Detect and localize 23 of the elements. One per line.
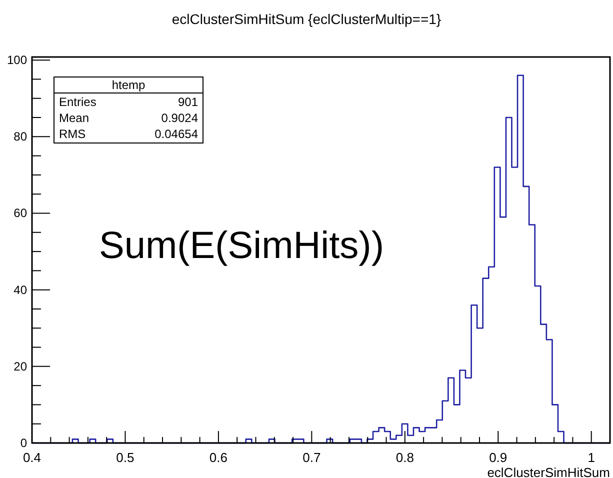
annotation: htemp	[112, 78, 146, 92]
annotation: Sum(E(SimHits))	[99, 225, 384, 267]
x-tick-label: 0.9	[489, 450, 508, 465]
annotation: Mean	[59, 111, 90, 125]
x-axis-title: eclClusterSimHitSum	[487, 465, 610, 478]
y-tick-label: 60	[14, 206, 28, 220]
x-tick-label: 0.7	[302, 450, 321, 465]
y-tick-label: 0	[20, 436, 28, 450]
y-tick-label: 80	[14, 130, 28, 144]
annotation: 0.04654	[154, 127, 198, 141]
annotation: Entries	[59, 95, 96, 109]
chart-title: eclClusterSimHitSum {eclClusterMultip==1}	[172, 11, 442, 27]
y-tick-label: 40	[14, 282, 28, 297]
x-tick-label: 0.4	[22, 450, 42, 465]
x-tick-label: 0.5	[116, 450, 134, 465]
x-tick-label: 0.8	[396, 450, 414, 465]
x-tick-label: 1	[588, 450, 595, 465]
y-tick-label: 100	[6, 53, 28, 68]
x-tick-label: 0.6	[209, 450, 228, 465]
annotation: RMS	[59, 127, 86, 141]
y-tick-label: 20	[14, 359, 28, 374]
annotation: 0.9024	[161, 111, 198, 125]
annotation: 901	[178, 95, 198, 109]
